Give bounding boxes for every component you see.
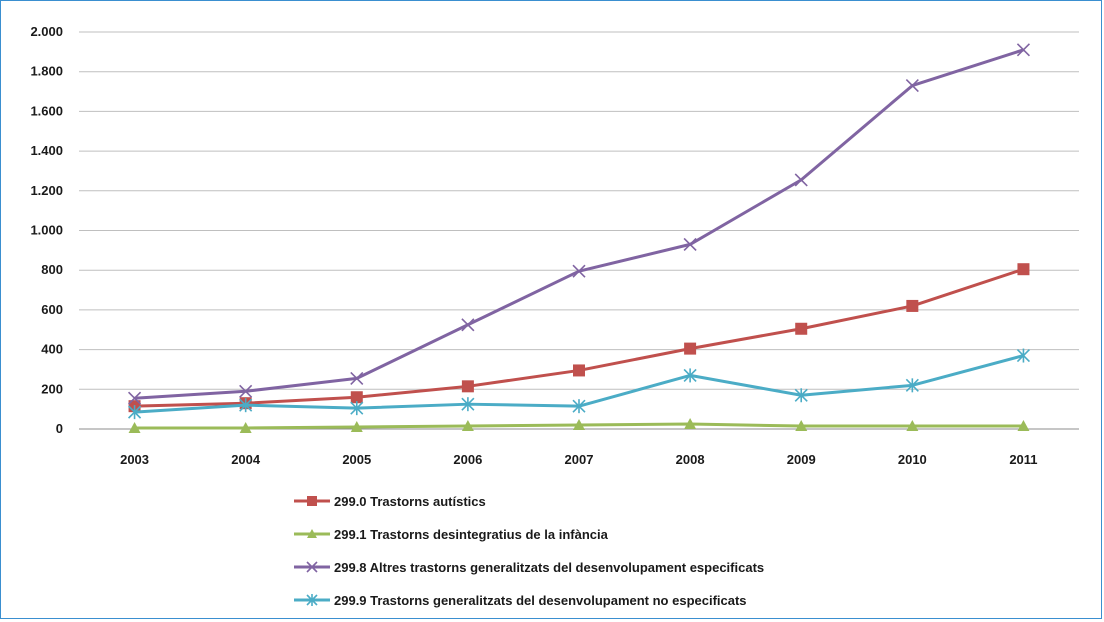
data-point (128, 422, 141, 434)
legend-label: 299.1 Trastorns desintegratius de la inf… (334, 527, 609, 542)
series-lines (127, 43, 1031, 434)
y-tick-label: 1.400 (30, 143, 63, 158)
x-tick-label: 2003 (120, 452, 149, 467)
data-point (461, 397, 475, 412)
y-tick-label: 1.000 (30, 223, 63, 238)
data-point (306, 594, 318, 606)
x-tick-label: 2008 (676, 452, 705, 467)
y-tick-label: 200 (41, 381, 63, 396)
series-line (134, 48, 1024, 400)
data-point (350, 401, 364, 416)
data-point (794, 388, 808, 403)
y-axis-tick-labels: 0 200 400 600 800 1.000 1.200 1.400 1.600 1.800 2.… (30, 24, 63, 436)
data-point (461, 318, 475, 332)
data-point (127, 391, 142, 405)
legend: 299.0 Trastorns autístics 299.1 Trastorns… (294, 494, 764, 608)
y-tick-label: 1.200 (30, 183, 63, 198)
y-tick-label: 400 (41, 342, 63, 357)
data-point (795, 420, 808, 432)
data-point (684, 342, 697, 355)
x-tick-label: 2006 (453, 452, 482, 467)
data-point (683, 368, 697, 383)
data-point (239, 398, 253, 413)
data-point (795, 322, 808, 335)
x-axis-tick-labels: 2003 2004 2005 2006 2007 2008 2009 2010 2011 (120, 452, 1037, 467)
data-point (794, 173, 808, 187)
series-2 (128, 418, 1030, 434)
data-point (684, 418, 697, 430)
data-point (572, 399, 586, 414)
data-point (127, 405, 142, 420)
data-point (306, 561, 318, 573)
y-tick-label: 1.800 (30, 64, 63, 79)
series-line (134, 267, 1024, 408)
data-point (572, 264, 586, 278)
y-tick-label: 2.000 (30, 24, 63, 39)
data-point (239, 422, 252, 434)
x-tick-label: 2011 (1009, 452, 1037, 467)
data-point (307, 529, 317, 538)
x-tick-label: 2005 (342, 452, 371, 467)
legend-entry: 299.0 Trastorns autístics (294, 494, 486, 509)
y-tick-label: 800 (41, 262, 63, 277)
data-point (350, 391, 363, 404)
data-point (1016, 43, 1031, 57)
y-tick-label: 600 (41, 302, 63, 317)
data-point (905, 378, 919, 393)
y-tick-label: 0 (56, 421, 63, 436)
data-point (350, 371, 364, 385)
x-tick-label: 2009 (787, 452, 816, 467)
legend-entry: 299.9 Trastorns generalitzats del desenv… (294, 593, 747, 608)
data-point (1016, 348, 1031, 363)
x-tick-label: 2004 (231, 452, 261, 467)
y-tick-label: 1.600 (30, 103, 63, 118)
data-point (905, 79, 919, 93)
legend-label: 299.9 Trastorns generalitzats del desenv… (334, 593, 747, 608)
legend-label: 299.0 Trastorns autístics (334, 494, 486, 509)
data-point (683, 237, 697, 251)
legend-entry: 299.1 Trastorns desintegratius de la inf… (294, 527, 609, 542)
data-point (307, 496, 317, 506)
x-tick-label: 2010 (898, 452, 927, 467)
x-tick-label: 2007 (565, 452, 594, 467)
data-point (461, 380, 474, 393)
data-point (1017, 420, 1030, 432)
data-point (1017, 263, 1030, 276)
legend-entry: 299.8 Altres trastorns generalitzats del… (294, 560, 764, 575)
series-3 (127, 43, 1031, 405)
data-point (350, 421, 363, 433)
series-4 (127, 348, 1031, 420)
legend-label: 299.8 Altres trastorns generalitzats del… (334, 560, 764, 575)
data-point (906, 420, 919, 432)
data-point (906, 299, 919, 312)
data-point (239, 384, 253, 398)
data-point (573, 419, 585, 431)
data-point (461, 420, 474, 432)
data-point (573, 364, 585, 377)
